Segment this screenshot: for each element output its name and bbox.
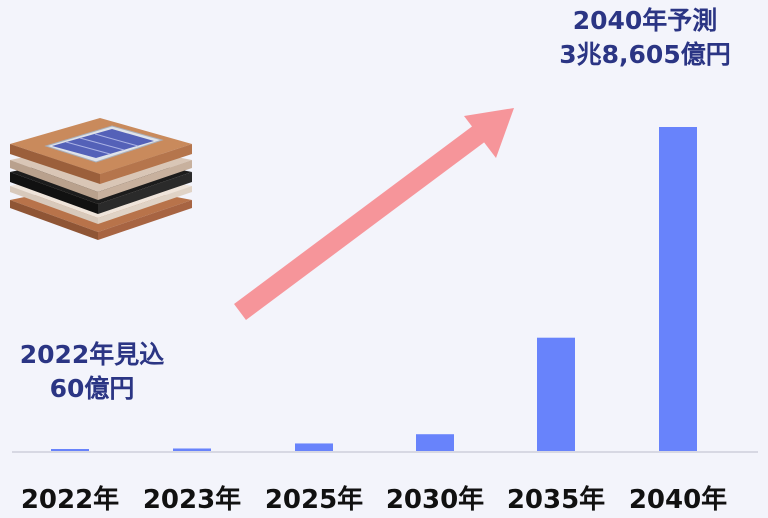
annotation-line: 60億円 [49,374,135,403]
growth-arrow [234,108,514,321]
bar-2035 [537,337,575,451]
annotation-2022-estimate: 2022年見込 60億円 [4,338,180,406]
bar-2040 [659,127,697,451]
bar-2022 [51,449,89,451]
annotation-line: 3兆8,605億円 [559,40,731,69]
x-tick-label: 2025年 [265,484,363,515]
x-tick-label: 2022年 [21,484,119,515]
x-tick-label: 2040年 [629,484,727,515]
x-tick-label: 2023年 [143,484,241,515]
x-tick-labels: 2022年 2023年 2025年 2030年 2035年 2040年 [21,484,727,515]
annotation-line: 2022年見込 [19,340,165,369]
bar-2030 [416,434,454,451]
x-tick-label: 2030年 [386,484,484,515]
annotation-line: 2040年予測 [572,6,718,35]
bar-2025 [295,443,333,451]
bars [51,127,697,451]
perovskite-solar-cell-icon [10,118,192,240]
x-tick-label: 2035年 [507,484,605,515]
bar-2023 [173,448,211,451]
annotation-2040-forecast: 2040年予測 3兆8,605億円 [530,4,760,72]
